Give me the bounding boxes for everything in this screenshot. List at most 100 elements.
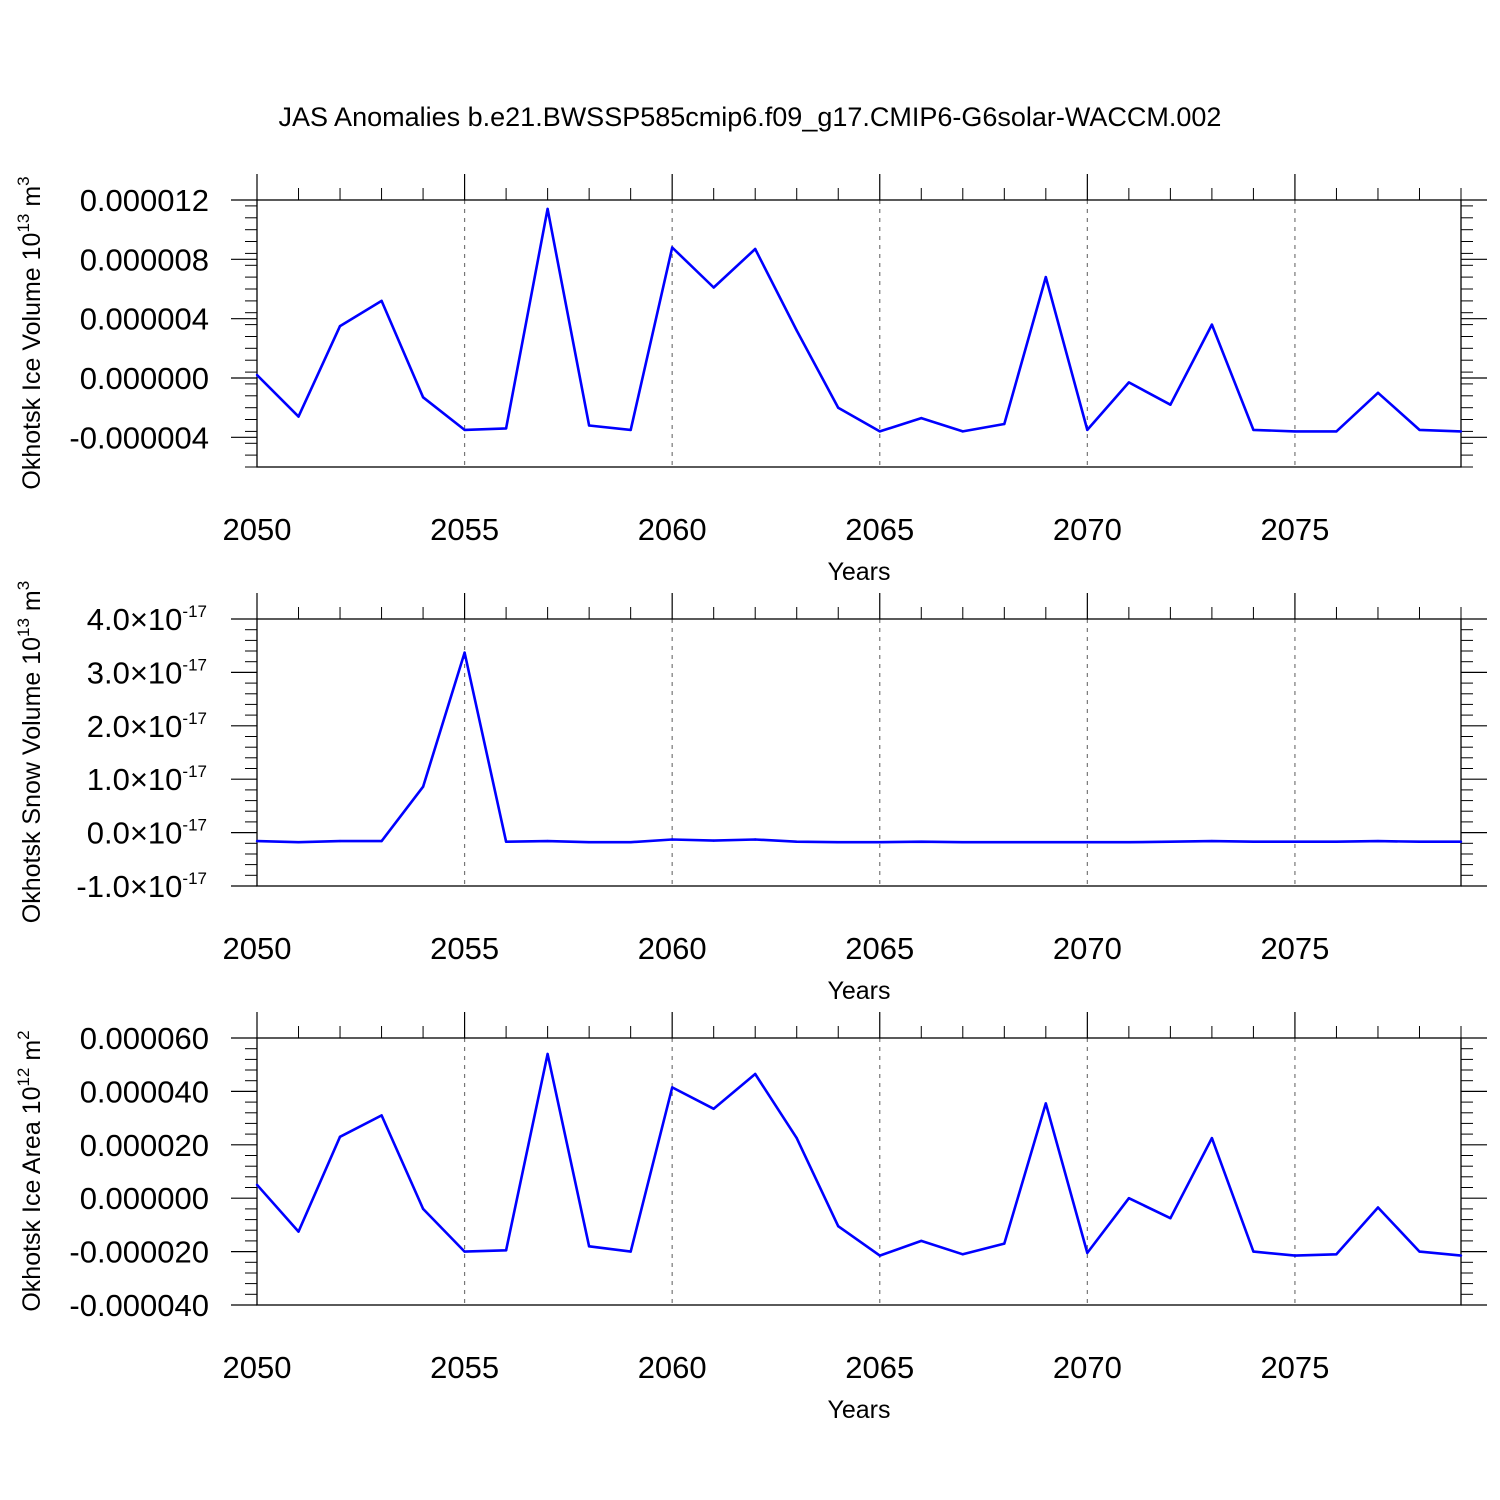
- data-point-2072: [1169, 840, 1172, 843]
- x-tick-label: 2060: [638, 1350, 707, 1385]
- y-tick-label: 0.000012: [80, 183, 209, 218]
- data-point-2062: [754, 1072, 757, 1076]
- x-tick-label: 2060: [638, 931, 707, 966]
- data-point-2067: [961, 430, 964, 433]
- y-tick-label: 0.000000: [80, 361, 209, 396]
- y-tick-label: 3.0×10-17: [87, 655, 207, 690]
- data-point-2071: [1127, 381, 1131, 384]
- x-tick-label: 2050: [223, 931, 292, 966]
- y-tick-label: -0.000020: [69, 1235, 209, 1270]
- panels: 0.000012 0.000008 0.000004 0.000000 -0.00000…: [14, 174, 1487, 1424]
- data-point-2071: [1127, 1197, 1131, 1200]
- data-point-2054: [421, 785, 425, 788]
- y-axis-title: Okhotsk Ice Area 1012 m2: [14, 1030, 46, 1311]
- x-tick-label: 2065: [845, 931, 914, 966]
- data-point-2063: [795, 1136, 798, 1140]
- series-line: [256, 1052, 1462, 1257]
- plot-frame: [256, 199, 1462, 468]
- data-point-2064: [837, 841, 840, 844]
- data-point-2055: [463, 651, 466, 654]
- data-point-2079: [1459, 1254, 1463, 1257]
- plot-frame: [256, 618, 1462, 887]
- y-tick-label: 0.0×10-17: [87, 816, 207, 851]
- data-point-2065: [878, 1254, 881, 1257]
- panel-3: 0.000060 0.000040 0.000020 0.000000 -0.00002…: [14, 1012, 1487, 1424]
- data-point-2058: [587, 1245, 591, 1248]
- y-tick-label: -0.000004: [69, 420, 209, 455]
- x-tick-label: 2055: [430, 931, 499, 966]
- data-point-2066: [920, 416, 923, 420]
- data-point-2066: [920, 1239, 923, 1243]
- data-point-2077: [1376, 391, 1380, 394]
- data-point-2072: [1169, 403, 1172, 406]
- data-point-2056: [504, 840, 508, 843]
- panel-2: 4.0×10-17 3.0×10-17 2.0×10-17 1.0×10-17 0.0×…: [14, 581, 1487, 1005]
- data-point-2068: [1003, 1242, 1006, 1245]
- y-tick-label: 0.000004: [80, 302, 209, 337]
- panel-1: 0.000012 0.000008 0.000004 0.000000 -0.00000…: [14, 174, 1487, 586]
- y-tick-label: 4.0×10-17: [87, 602, 207, 637]
- y-tick-label: 0.000060: [80, 1021, 209, 1056]
- x-tick-label: 2075: [1260, 931, 1329, 966]
- x-tick-label: 2055: [430, 1350, 499, 1385]
- data-point-2052: [338, 1135, 342, 1139]
- data-point-2075: [1293, 840, 1297, 843]
- x-tick-label: 2070: [1053, 931, 1122, 966]
- data-point-2067: [961, 841, 964, 844]
- data-point-2060: [671, 1086, 674, 1089]
- data-point-2059: [629, 428, 632, 432]
- data-point-2074: [1252, 1250, 1255, 1253]
- data-point-2065: [878, 841, 881, 844]
- data-point-2077: [1376, 1206, 1380, 1209]
- y-tick-label: 0.000020: [80, 1128, 209, 1163]
- data-point-2079: [1459, 430, 1463, 433]
- y-tick-label: 0.000040: [80, 1074, 209, 1109]
- data-point-2063: [795, 329, 798, 332]
- y-tick-label: -0.000040: [69, 1288, 209, 1323]
- data-point-2053: [380, 839, 383, 843]
- y-tick-label: 1.0×10-17: [87, 762, 207, 797]
- data-point-2078: [1418, 428, 1421, 432]
- x-tick-label: 2050: [223, 1350, 292, 1385]
- data-point-2078: [1418, 840, 1421, 843]
- data-point-2074: [1252, 840, 1255, 843]
- data-point-2070: [1086, 428, 1089, 432]
- data-point-2076: [1335, 840, 1338, 843]
- plot-frame: [256, 1037, 1462, 1306]
- x-axis-title: Years: [827, 977, 890, 1005]
- data-point-2067: [961, 1253, 964, 1256]
- data-point-2051: [297, 1230, 300, 1233]
- data-point-2063: [795, 840, 798, 843]
- data-point-2070: [1086, 841, 1089, 844]
- x-tick-label: 2065: [845, 1350, 914, 1385]
- data-point-2054: [421, 1207, 425, 1211]
- data-point-2062: [754, 247, 757, 251]
- data-point-2051: [297, 415, 300, 418]
- data-point-2052: [338, 839, 342, 843]
- data-point-2071: [1127, 841, 1131, 844]
- data-point-2061: [712, 839, 715, 842]
- data-point-2059: [629, 841, 632, 844]
- data-point-2062: [754, 838, 757, 841]
- x-axis-title: Years: [827, 1396, 890, 1424]
- chart-title: JAS Anomalies b.e21.BWSSP585cmip6.f09_g1…: [279, 102, 1222, 132]
- data-point-2060: [671, 838, 674, 841]
- x-tick-label: 2050: [223, 512, 292, 547]
- data-point-2074: [1252, 428, 1255, 432]
- data-point-2050: [255, 1183, 259, 1187]
- y-axis-title: Okhotsk Snow Volume 1013 m3: [14, 581, 46, 923]
- data-point-2068: [1003, 841, 1006, 844]
- x-tick-label: 2055: [430, 512, 499, 547]
- data-point-2054: [421, 396, 425, 399]
- x-tick-label: 2075: [1260, 1350, 1329, 1385]
- x-axis-title: Years: [827, 558, 890, 586]
- data-point-2076: [1335, 1253, 1338, 1256]
- data-point-2053: [380, 299, 383, 303]
- data-point-2055: [463, 428, 466, 432]
- data-point-2073: [1210, 1136, 1214, 1140]
- data-point-2061: [712, 286, 715, 289]
- data-point-2058: [587, 424, 591, 427]
- data-point-2073: [1210, 839, 1214, 843]
- data-point-2056: [504, 1249, 508, 1252]
- data-point-2068: [1003, 422, 1006, 426]
